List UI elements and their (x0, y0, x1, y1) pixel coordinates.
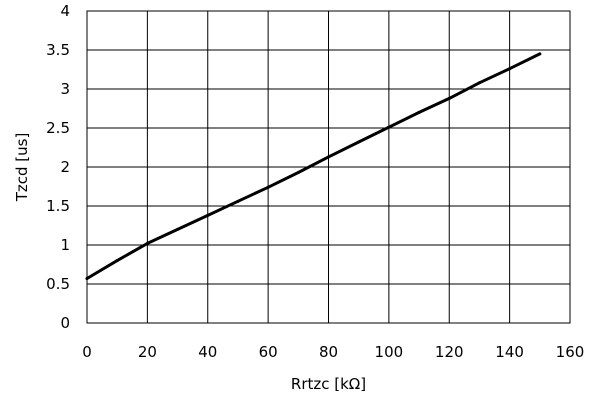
series-layer (85, 52, 542, 281)
plot-frame (86, 10, 571, 324)
data-point (296, 170, 300, 174)
data-point (357, 140, 361, 144)
y-tick-label: 3.5 (46, 41, 70, 59)
y-tick-label: 1 (60, 236, 70, 254)
data-point (387, 125, 391, 129)
data-point (115, 259, 119, 263)
data-point (176, 227, 180, 231)
y-tick-label: 2.5 (46, 119, 70, 137)
data-point (206, 213, 210, 217)
data-point (266, 185, 270, 189)
y-tick-label: 0 (60, 314, 70, 332)
data-point (538, 52, 542, 56)
data-point (447, 96, 451, 100)
data-point (236, 199, 240, 203)
y-tick-label: 4 (60, 2, 70, 20)
y-tick-label: 1.5 (46, 197, 70, 215)
data-point (417, 110, 421, 114)
x-tick-label: 40 (198, 343, 217, 361)
y-tick-label: 2 (60, 158, 70, 176)
y-tick-label: 0.5 (46, 275, 70, 293)
x-tick-label: 60 (259, 343, 278, 361)
x-tick-label: 160 (556, 343, 585, 361)
data-point (508, 67, 512, 71)
x-tick-label: 20 (138, 343, 157, 361)
x-tick-label: 100 (375, 343, 404, 361)
data-point (477, 81, 481, 85)
data-point (145, 241, 149, 245)
x-tick-label: 0 (82, 343, 92, 361)
data-point (85, 277, 89, 281)
y-tick-label: 3 (60, 80, 70, 98)
x-tick-label: 140 (495, 343, 524, 361)
grid (86, 10, 571, 324)
series-line (85, 52, 542, 280)
data-point (327, 155, 330, 159)
x-tick-label: 80 (319, 343, 338, 361)
x-axis-title: Rrtzc [kΩ] (291, 375, 366, 393)
y-axis-title: Tzcd [us] (13, 133, 31, 203)
x-tick-label: 120 (435, 343, 464, 361)
tick-labels: 0 20 40 60 80 100 120 140 160 0 0.5 1 1.5 2 2.5 3 3.5 4 (46, 2, 584, 361)
